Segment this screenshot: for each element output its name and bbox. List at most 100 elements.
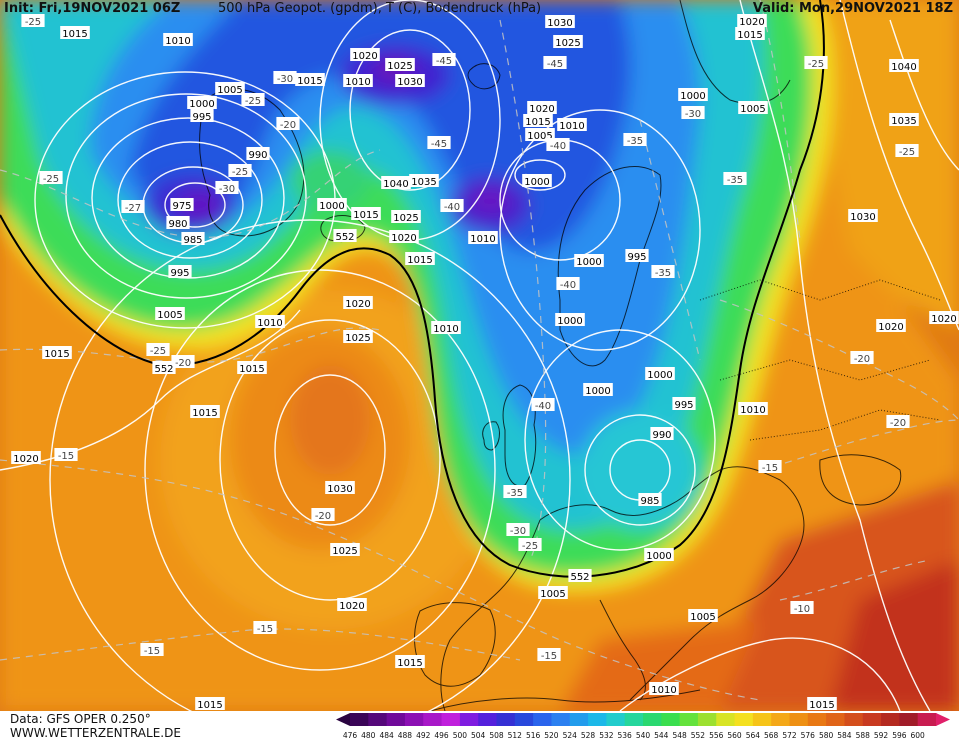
isotherm-label: -15: [758, 460, 782, 474]
isotherm-label-text: -35: [627, 136, 643, 147]
colorbar-tick: 500: [453, 731, 468, 740]
colorbar-swatch: [624, 713, 644, 726]
isotherm-label: -20: [276, 117, 300, 131]
isotherm-label-text: -25: [232, 167, 248, 178]
isobar-label-text: 1005: [690, 612, 715, 623]
isobar-label: 990: [650, 427, 674, 441]
isobar-label-text: 1000: [319, 201, 344, 212]
isobar-label: 1015: [195, 697, 225, 711]
isobar-label: 1015: [351, 207, 381, 221]
isotherm-label: -40: [440, 199, 464, 213]
colorbar-swatch: [734, 713, 754, 726]
colorbar-tick: 576: [801, 731, 816, 740]
isobar-label-text: 1025: [387, 61, 412, 72]
isobar-label-text: 1010: [740, 405, 765, 416]
colorbar-swatch: [423, 713, 443, 726]
isobar-label-text: 1030: [547, 18, 572, 29]
isobar-label-text: 1010: [165, 36, 190, 47]
footer: Data: GFS OPER 0.250° WWW.WETTERZENTRALE…: [0, 711, 959, 741]
isobar-label-text: 1015: [62, 29, 87, 40]
isobar-label: 1030: [325, 481, 355, 495]
isotherm-label: -40: [531, 398, 555, 412]
colorbar-tick: 484: [379, 731, 394, 740]
isotherm-label: -30: [506, 523, 530, 537]
isobar-label: 1015: [42, 346, 72, 360]
isotherm-label-text: -25: [43, 174, 59, 185]
isotherm-label-text: -40: [550, 141, 566, 152]
geopotential-552-label-text: 552: [570, 572, 589, 583]
isotherm-label-text: -30: [277, 74, 293, 85]
isotherm-label-text: -25: [150, 346, 166, 357]
colorbar-tick: 508: [489, 731, 504, 740]
colorbar-tick: 556: [709, 731, 724, 740]
isobar-label-text: 1035: [891, 116, 916, 127]
isobar-label: 1005: [538, 586, 568, 600]
colorbar-swatch: [514, 713, 534, 726]
isotherm-label-text: -15: [762, 463, 778, 474]
isotherm-label: -30: [681, 106, 705, 120]
isobar-label: 1025: [343, 330, 373, 344]
colorbar-tick: 524: [563, 731, 578, 740]
isotherm-label: -45: [543, 56, 567, 70]
isobar-label-text: 1020: [339, 601, 364, 612]
isotherm-label-text: -35: [507, 488, 523, 499]
colorbar-swatch: [478, 713, 497, 726]
colorbar-swatch: [697, 713, 717, 726]
isobar-label: 1015: [60, 26, 90, 40]
isobar-label: 1020: [337, 598, 367, 612]
isotherm-label: -20: [311, 508, 335, 522]
isobar-label: 1040: [889, 59, 919, 73]
colorbar-tick: 548: [672, 731, 687, 740]
isotherm-label: -25: [39, 171, 63, 185]
isotherm-label-text: -20: [315, 511, 331, 522]
colorbar-tick: 520: [544, 731, 559, 740]
isobar-label: 985: [181, 232, 205, 246]
isobar-label-text: 1000: [524, 177, 549, 188]
colorbar-tick: 584: [837, 731, 852, 740]
colorbar-tick: 516: [526, 731, 541, 740]
valid-time: Valid: Mon,29NOV2021 18Z: [752, 1, 953, 16]
isobar-label-text: 1040: [383, 179, 408, 190]
geopotential-552-label-text: 552: [154, 364, 173, 375]
isobar-label-text: 1000: [646, 551, 671, 562]
isobar-label: 1010: [163, 33, 193, 47]
colorbar-swatch: [386, 713, 406, 726]
isobar-label-text: 1040: [891, 62, 916, 73]
map-title: 500 hPa Geopot. (gpdm), T (C), Bodendruc…: [218, 1, 542, 16]
isobar-label: 1000: [555, 313, 585, 327]
isotherm-label: -40: [546, 138, 570, 152]
isotherm-label-text: -35: [727, 175, 743, 186]
geopotential-552-label: 552: [333, 229, 357, 243]
isotherm-label-text: -15: [541, 651, 557, 662]
colorbar-swatch: [350, 713, 369, 726]
isotherm-label-text: -40: [444, 202, 460, 213]
isobar-label: 1020: [350, 48, 380, 62]
colorbar-swatch: [679, 713, 699, 726]
isotherm-label: -15: [140, 643, 164, 657]
isobar-label-text: 1015: [239, 364, 264, 375]
isobar-label: 995: [190, 109, 214, 123]
isobar-label-text: 1020: [345, 299, 370, 310]
isobar-label: 990: [246, 147, 270, 161]
colorbar-tick: 476: [343, 731, 358, 740]
isobar-label: 1030: [395, 74, 425, 88]
colorbar-swatch: [789, 713, 809, 726]
isobar-label: 1010: [468, 231, 498, 245]
isobar-label: 1015: [295, 73, 325, 87]
colorbar-swatch: [551, 713, 571, 726]
isobar-label: 1020: [876, 319, 906, 333]
isotherm-label: -15: [253, 621, 277, 635]
isobar-label: 1000: [583, 383, 613, 397]
geopotential-552-label: 552: [568, 569, 592, 583]
isobar-label: 1035: [409, 174, 439, 188]
isobar-label-text: 1020: [13, 454, 38, 465]
isobar-label-text: 995: [170, 268, 189, 279]
isobar-label: 1020: [737, 14, 767, 28]
isobar-label-text: 990: [248, 150, 267, 161]
isotherm-label-text: -40: [560, 280, 576, 291]
isobar-label-text: 1020: [931, 314, 956, 325]
geopotential-552-label: 552: [152, 361, 176, 375]
colorbar-swatch: [807, 713, 827, 726]
isobar-label: 1010: [255, 315, 285, 329]
